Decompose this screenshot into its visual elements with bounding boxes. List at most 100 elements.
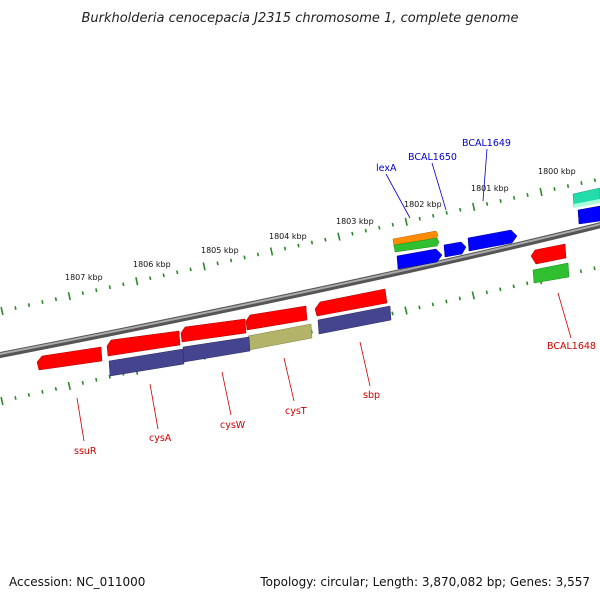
gene-lexA-green[interactable] (393, 237, 440, 253)
forward-label-leaders (385, 148, 488, 219)
forward-tick (256, 252, 260, 257)
forward-tick (418, 216, 421, 221)
reverse-tick (0, 396, 4, 406)
reverse-tick (579, 269, 583, 274)
forward-tick (149, 276, 152, 281)
forward-tick (404, 217, 408, 226)
forward-tick-track (0, 178, 597, 316)
label-BCAL1649[interactable]: BCAL1649 (462, 138, 511, 149)
gene-cysA-red[interactable] (106, 330, 181, 357)
forward-tick (432, 213, 435, 218)
leader-lexA (385, 173, 411, 219)
gene-cysW-red[interactable] (180, 318, 247, 343)
leader-cysT (283, 357, 295, 402)
forward-tick (135, 277, 139, 286)
reverse-tick (54, 387, 58, 391)
kbp-label-1807: 1807 kbp (65, 273, 103, 282)
gene-cysT-red[interactable] (245, 305, 308, 331)
kbp-label-1803: 1803 kbp (336, 217, 374, 226)
reverse-tick (485, 290, 488, 295)
reverse-label-leaders (76, 292, 572, 442)
forward-tick (27, 303, 31, 307)
reverse-tick (445, 299, 448, 304)
label-cysA[interactable]: cysA (149, 433, 172, 444)
gene-blue-1[interactable] (396, 248, 443, 270)
gene-BCAL1648-green[interactable] (532, 262, 570, 284)
forward-tick (378, 225, 381, 230)
forward-tick (162, 273, 165, 278)
reverse-tick (95, 377, 98, 382)
forward-tick (324, 237, 327, 242)
forward-tick (108, 285, 111, 290)
reverse-tick (499, 287, 502, 292)
forward-tick (229, 258, 233, 263)
forward-tick (472, 202, 476, 211)
forward-tick (499, 199, 502, 203)
reverse-tick (593, 266, 596, 271)
map-title: Burkholderia cenocepacia J2315 chromosom… (81, 11, 518, 26)
forward-tick (526, 193, 529, 197)
forward-tick (593, 178, 597, 183)
label-lexA[interactable]: lexA (376, 163, 397, 174)
reverse-tick (458, 296, 461, 301)
kbp-labels: 1800 kbp 1801 kbp 1802 kbp 1803 kbp 1804… (65, 167, 576, 282)
forward-tick (539, 187, 543, 197)
gene-BCAL1650[interactable] (443, 241, 467, 258)
kbp-label-1802: 1802 kbp (404, 200, 442, 209)
forward-tick (580, 181, 583, 186)
forward-tick (297, 243, 300, 248)
forward-tick (41, 300, 44, 304)
forward-tick (189, 267, 192, 272)
label-cysW[interactable]: cysW (220, 420, 246, 431)
gene-cysW-navy[interactable] (182, 336, 251, 363)
reverse-tick (512, 284, 515, 289)
label-sbp[interactable]: sbp (363, 390, 380, 401)
leader-cysA (149, 383, 159, 430)
label-cysT[interactable]: cysT (285, 406, 307, 417)
forward-tick (445, 210, 448, 215)
gene-sbp-red[interactable] (314, 288, 388, 317)
label-BCAL1650[interactable]: BCAL1650 (408, 152, 457, 163)
forward-tick (95, 288, 98, 293)
kbp-label-1800: 1800 kbp (538, 167, 576, 176)
forward-tick (337, 232, 341, 241)
forward-tick (67, 292, 71, 301)
forward-tick (512, 196, 516, 200)
forward-tick (391, 222, 394, 227)
label-ssuR[interactable]: ssuR (74, 446, 97, 457)
forward-tick (122, 282, 125, 287)
reverse-gene-labels: BCAL1648 sbp cysT cysW cysA ssuR (74, 341, 596, 457)
gene-cysA-navy[interactable] (108, 348, 185, 377)
forward-tick (485, 202, 489, 206)
leader-sbp (359, 341, 371, 387)
forward-tick (566, 184, 570, 188)
accession-text: Accession: NC_011000 (9, 575, 145, 589)
forward-tick (553, 187, 556, 191)
gene-ssuR-red[interactable] (36, 346, 103, 371)
forward-tick (176, 270, 179, 275)
reverse-tick (67, 381, 71, 390)
gene-teal-light[interactable] (574, 199, 600, 208)
reverse-tick (391, 311, 394, 316)
gene-sbp-navy[interactable] (317, 305, 392, 335)
forward-tick (351, 231, 354, 236)
reverse-tick (526, 281, 529, 286)
kbp-label-1806: 1806 kbp (133, 260, 171, 269)
gene-BCAL1649[interactable] (467, 229, 518, 252)
leader-BCAL1650 (431, 162, 447, 211)
reverse-tick (41, 390, 44, 394)
gene-blue-edge[interactable] (577, 205, 600, 225)
forward-tick (202, 262, 206, 271)
forward-genes (392, 187, 600, 270)
forward-tick (364, 228, 367, 233)
leader-cysW (221, 371, 232, 416)
gene-lexA-orange[interactable] (392, 230, 439, 248)
chromosome-backbone-highlight (0, 223, 600, 356)
reverse-tick (108, 374, 111, 379)
forward-tick (269, 247, 274, 256)
gene-BCAL1648-red[interactable] (530, 243, 567, 265)
reverse-tick (431, 302, 435, 307)
forward-tick (216, 261, 219, 266)
label-BCAL1648[interactable]: BCAL1648 (547, 341, 596, 352)
